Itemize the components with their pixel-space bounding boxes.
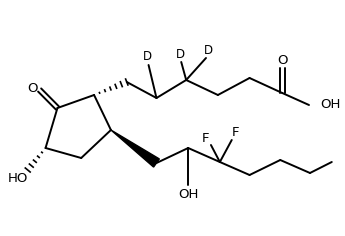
Text: OH: OH — [178, 187, 198, 201]
Text: HO: HO — [8, 173, 28, 185]
Text: F: F — [232, 126, 239, 139]
Text: D: D — [204, 43, 213, 56]
Text: OH: OH — [320, 98, 340, 111]
Text: D: D — [143, 51, 152, 63]
Text: O: O — [28, 83, 38, 96]
Text: F: F — [201, 131, 209, 144]
Text: O: O — [277, 54, 287, 67]
Text: D: D — [176, 47, 185, 60]
Polygon shape — [111, 130, 159, 167]
